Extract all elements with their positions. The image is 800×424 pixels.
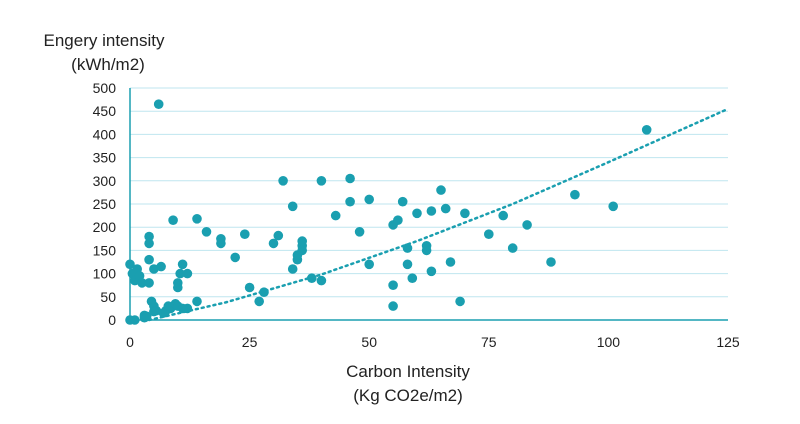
x-tick-label: 50 bbox=[361, 334, 377, 350]
data-point bbox=[522, 220, 532, 230]
data-point bbox=[345, 173, 355, 184]
data-point bbox=[149, 264, 159, 274]
data-point bbox=[402, 259, 413, 270]
data-point bbox=[455, 296, 465, 307]
data-point bbox=[330, 210, 341, 221]
data-point bbox=[259, 287, 269, 298]
y-tick-label: 400 bbox=[93, 126, 117, 142]
data-point bbox=[144, 231, 154, 242]
data-point bbox=[240, 229, 250, 239]
data-point bbox=[149, 306, 159, 317]
axes-group bbox=[129, 88, 728, 321]
y-tick-label: 0 bbox=[108, 312, 116, 328]
y-tick-label: 100 bbox=[93, 266, 117, 282]
data-point bbox=[498, 210, 509, 221]
data-point bbox=[364, 194, 375, 205]
data-point bbox=[177, 303, 188, 314]
y-tick-label: 500 bbox=[93, 80, 117, 96]
data-point bbox=[393, 215, 403, 225]
x-tick-label: 100 bbox=[597, 334, 621, 350]
data-point bbox=[297, 236, 308, 246]
data-point bbox=[407, 273, 418, 284]
data-point bbox=[216, 234, 226, 244]
data-point bbox=[436, 185, 446, 195]
data-point bbox=[345, 196, 355, 207]
data-point bbox=[440, 203, 451, 214]
data-point bbox=[316, 275, 327, 286]
data-point bbox=[316, 176, 327, 186]
y-tick-label: 300 bbox=[93, 173, 117, 189]
data-point bbox=[254, 296, 264, 307]
data-point bbox=[230, 252, 240, 263]
data-point bbox=[141, 311, 152, 322]
y-tick-label: 200 bbox=[93, 219, 117, 235]
y-tick-label: 50 bbox=[100, 289, 116, 305]
y-axis-title-line2: (kWh/m2) bbox=[71, 55, 145, 74]
data-point bbox=[397, 196, 408, 207]
data-point bbox=[426, 206, 437, 216]
data-point bbox=[201, 227, 212, 237]
data-point bbox=[546, 257, 556, 267]
data-point bbox=[182, 268, 193, 279]
data-point bbox=[570, 189, 580, 200]
y-tick-label: 150 bbox=[93, 242, 117, 258]
data-point bbox=[388, 301, 398, 311]
data-point bbox=[287, 201, 298, 212]
x-tick-label: 125 bbox=[716, 334, 740, 350]
y-tick-labels: 0 50 100 150 200 250 300 350 400 450 500 bbox=[93, 80, 117, 328]
data-point bbox=[144, 278, 154, 288]
data-point bbox=[268, 238, 279, 249]
y-tick-label: 450 bbox=[93, 103, 117, 119]
data-point bbox=[244, 282, 255, 293]
data-point bbox=[445, 257, 456, 267]
data-point bbox=[354, 227, 365, 237]
data-point bbox=[421, 241, 432, 251]
gridlines bbox=[130, 87, 728, 298]
points-group bbox=[125, 99, 652, 325]
data-point bbox=[173, 278, 183, 288]
data-point bbox=[144, 238, 154, 249]
x-axis-title-line2: (Kg CO2e/m2) bbox=[353, 386, 463, 405]
x-tick-label: 0 bbox=[126, 334, 134, 350]
x-tick-label: 25 bbox=[242, 334, 258, 350]
trendline-group bbox=[147, 107, 730, 322]
data-point bbox=[278, 176, 288, 186]
data-point bbox=[297, 245, 308, 256]
data-point bbox=[175, 268, 185, 279]
data-point bbox=[426, 266, 437, 277]
data-point bbox=[507, 243, 518, 253]
data-point bbox=[388, 280, 398, 291]
data-point bbox=[177, 259, 188, 270]
data-point bbox=[402, 243, 413, 253]
data-point bbox=[364, 259, 375, 270]
data-point bbox=[460, 208, 470, 219]
data-point bbox=[192, 214, 202, 224]
x-tick-label: 75 bbox=[481, 334, 497, 350]
data-point bbox=[168, 215, 178, 225]
data-point bbox=[192, 296, 202, 307]
data-point bbox=[287, 264, 298, 274]
data-point bbox=[156, 261, 166, 272]
data-point bbox=[273, 230, 284, 241]
y-axis-title-line1: Engery intensity bbox=[44, 31, 165, 50]
y-tick-label: 350 bbox=[93, 150, 117, 166]
data-point bbox=[608, 201, 618, 212]
x-axis-title-line1: Carbon Intensity bbox=[346, 362, 470, 381]
y-tick-label: 250 bbox=[93, 196, 117, 212]
data-point bbox=[153, 99, 164, 109]
x-tick-labels: 0 25 50 75 100 125 bbox=[126, 334, 740, 350]
data-point bbox=[412, 208, 422, 219]
data-point bbox=[137, 278, 147, 288]
data-point bbox=[144, 254, 154, 265]
data-point bbox=[307, 273, 317, 284]
data-point bbox=[641, 125, 652, 135]
trendline bbox=[147, 107, 730, 322]
data-point bbox=[484, 229, 494, 239]
